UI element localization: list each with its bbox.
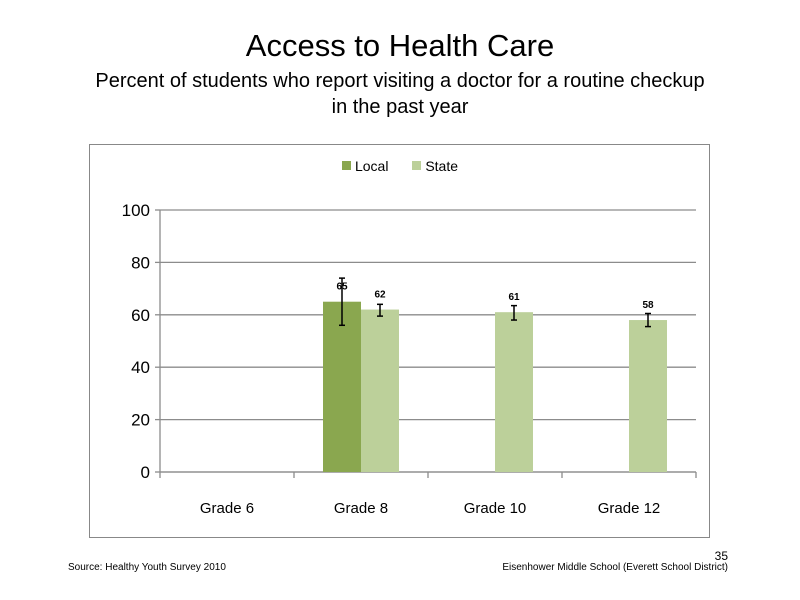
bar-state: [495, 312, 533, 472]
data-label: 61: [508, 292, 520, 303]
y-tick-label: 0: [141, 463, 150, 482]
legend-label-state: State: [425, 157, 459, 174]
bar-local: [323, 301, 361, 472]
y-tick-label: 40: [131, 358, 150, 377]
y-tick-label: 20: [131, 411, 150, 430]
chart-frame: [89, 144, 710, 538]
page-number: 35: [714, 549, 728, 563]
data-label: 62: [374, 290, 386, 301]
legend-item-local: Local: [341, 157, 389, 174]
chart-title: Access to Health Care: [245, 28, 555, 63]
legend: Local State: [0, 157, 800, 174]
school-name: Eisenhower Middle School (Everett School…: [502, 562, 728, 573]
legend-swatch-state: [412, 161, 422, 170]
bar-state: [361, 309, 399, 472]
x-tick-label: Grade 10: [464, 500, 527, 517]
x-tick-label: Grade 12: [598, 500, 661, 517]
y-tick-label: 80: [131, 253, 150, 272]
data-label: 65: [336, 282, 348, 293]
y-tick-label: 100: [122, 201, 150, 220]
y-tick-label: 60: [131, 306, 150, 325]
bar-state: [629, 320, 667, 472]
legend-label-local: Local: [354, 157, 389, 174]
x-tick-label: Grade 6: [200, 500, 254, 517]
x-tick-label: Grade 8: [334, 500, 388, 517]
source-note: Source: Healthy Youth Survey 2010: [68, 562, 226, 573]
chart-subtitle: Percent of students who report visiting …: [95, 70, 705, 118]
data-label: 58: [642, 300, 654, 311]
legend-swatch-local: [341, 161, 351, 170]
legend-item-state: State: [412, 158, 458, 174]
